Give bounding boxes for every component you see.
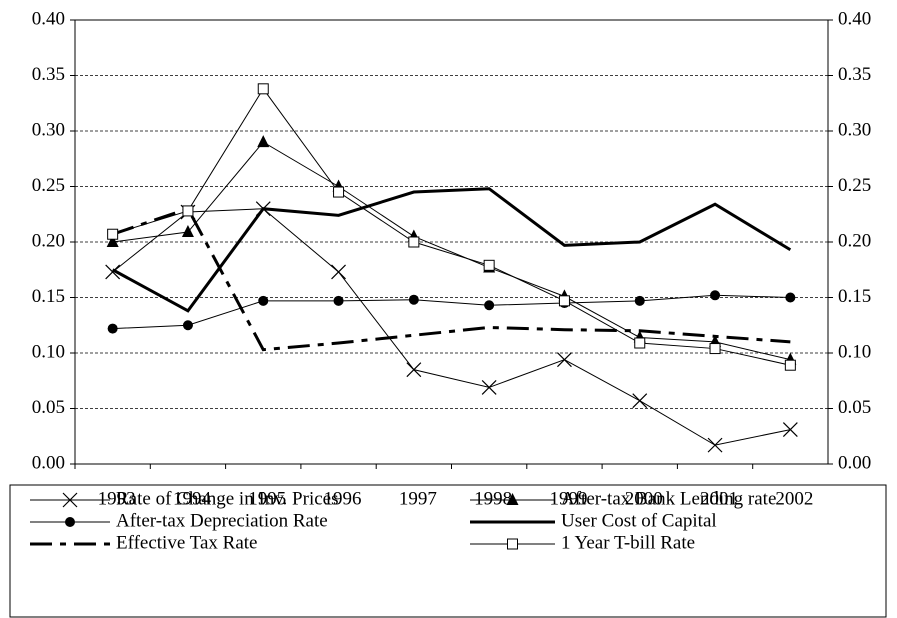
marker <box>257 83 269 95</box>
x-tick-label: 2001 <box>700 488 738 509</box>
marker <box>406 362 422 378</box>
marker <box>107 228 119 240</box>
legend-label: After-tax Bank Lending rate <box>561 488 776 509</box>
marker <box>632 393 648 409</box>
y2-tick-label: 0.40 <box>838 8 871 29</box>
x-tick-label: 1993 <box>98 488 136 509</box>
y-tick-label: 0.00 <box>32 452 65 473</box>
x-tick-label: 1994 <box>173 488 212 509</box>
marker <box>710 290 721 301</box>
y-tick-label: 0.15 <box>32 286 65 307</box>
marker <box>331 264 346 280</box>
marker <box>634 295 645 306</box>
legend-label: Rate of Change in Inv. Prices <box>116 488 339 509</box>
marker <box>507 538 518 550</box>
marker <box>483 259 495 271</box>
legend-label: User Cost of Capital <box>561 510 717 531</box>
marker <box>62 492 78 508</box>
series-line <box>112 141 791 361</box>
marker <box>558 295 570 307</box>
y-tick-label: 0.05 <box>32 397 65 418</box>
marker <box>106 235 119 247</box>
series-line <box>112 87 791 366</box>
x-tick-label: 2000 <box>625 488 663 509</box>
legend-box <box>9 484 887 618</box>
y2-tick-label: 0.05 <box>838 397 871 418</box>
y2-tick-label: 0.15 <box>838 286 871 307</box>
marker <box>182 205 194 217</box>
marker <box>506 493 519 505</box>
marker <box>333 186 345 198</box>
marker <box>782 422 798 438</box>
y-tick-label: 0.25 <box>32 175 65 196</box>
series-line <box>112 206 791 352</box>
marker <box>181 225 194 238</box>
series-line <box>111 187 792 313</box>
legend-label: 1 Year T-bill Rate <box>561 532 695 553</box>
y-tick-label: 0.40 <box>32 8 65 29</box>
y2-tick-label: 0.25 <box>838 175 871 196</box>
marker <box>709 343 721 355</box>
x-tick-label: 1999 <box>549 488 587 509</box>
marker <box>785 292 796 303</box>
y2-tick-label: 0.30 <box>838 119 871 140</box>
marker <box>707 437 723 453</box>
marker <box>107 323 118 334</box>
y-tick-label: 0.10 <box>32 341 65 362</box>
marker <box>408 236 420 248</box>
x-tick-label: 1998 <box>474 488 512 509</box>
legend-label: Effective Tax Rate <box>116 532 257 553</box>
series-line <box>112 208 791 446</box>
y2-tick-label: 0.00 <box>838 452 871 473</box>
y-tick-label: 0.20 <box>32 230 65 251</box>
marker <box>784 359 796 371</box>
marker <box>408 294 419 305</box>
y2-tick-label: 0.20 <box>838 230 871 251</box>
legend-label: After-tax Depreciation Rate <box>116 510 328 531</box>
series-line <box>112 294 791 330</box>
y2-tick-label: 0.35 <box>838 64 871 85</box>
marker <box>481 379 497 395</box>
marker <box>65 517 75 527</box>
marker <box>258 295 269 306</box>
marker <box>257 135 270 148</box>
marker <box>634 337 646 349</box>
x-tick-label: 1996 <box>324 488 362 509</box>
x-tick-label: 1997 <box>399 488 437 509</box>
y2-tick-label: 0.10 <box>838 341 871 362</box>
marker <box>105 264 121 280</box>
y-tick-label: 0.35 <box>32 64 65 85</box>
y-tick-label: 0.30 <box>32 119 65 140</box>
marker <box>182 320 193 331</box>
marker <box>333 295 344 306</box>
x-tick-label: 1995 <box>248 488 286 509</box>
marker <box>557 352 572 368</box>
x-tick-label: 2002 <box>775 488 813 509</box>
marker <box>484 300 495 311</box>
